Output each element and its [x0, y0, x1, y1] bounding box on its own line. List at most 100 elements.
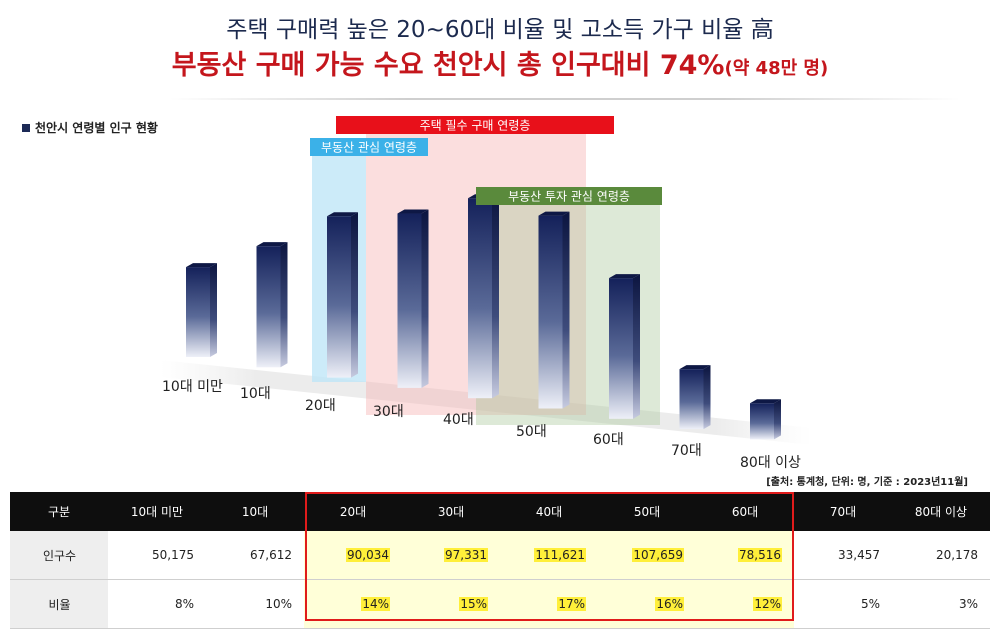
- population-bar-chart: 10대 미만 10대 20대 30대 40대 50대 60대 70대 80대 이상 주택 필수 …: [160, 116, 812, 470]
- highlighted-value: 14%: [361, 597, 390, 611]
- bar-30대: [397, 209, 429, 388]
- table-header-cell: 40대: [500, 492, 598, 531]
- highlighted-value: 111,621: [534, 548, 586, 562]
- table-cell: 20,178: [892, 531, 990, 580]
- population-table: 구분 10대 미만 10대 20대 30대 40대 50대 60대 70대 80대 이상 인구수 5…: [10, 492, 990, 629]
- bar-top: [750, 399, 781, 404]
- highlighted-value: 15%: [459, 597, 488, 611]
- category-label: 70대: [671, 443, 702, 459]
- bar-10대: [256, 242, 288, 368]
- table-header-cell: 80대 이상: [892, 492, 990, 531]
- source-note: [출처: 통계청, 단위: 명, 기준 : 2023년11월]: [766, 477, 968, 488]
- bar-side: [492, 194, 499, 399]
- annotation-label-2: 부동산 관심 연령층: [310, 138, 428, 156]
- table-header-cell: 30대: [402, 492, 500, 531]
- bar-front: [750, 403, 774, 440]
- highlighted-value: 16%: [655, 597, 684, 611]
- annotation-label-3: 부동산 투자 관심 연령층: [476, 187, 662, 205]
- table-header-cell: 60대: [696, 492, 794, 531]
- table-cell: 33,457: [794, 531, 892, 580]
- bar-side: [351, 212, 358, 378]
- bar-top: [609, 274, 640, 279]
- table-cell: 3%: [892, 579, 990, 629]
- table-cell: 5%: [794, 579, 892, 629]
- category-label: 30대: [373, 404, 404, 420]
- annotation-label-text: 부동산 투자 관심 연령층: [508, 190, 630, 204]
- bar-10대 미만: [186, 263, 217, 357]
- bar-side: [562, 211, 570, 409]
- bar-20대: [327, 212, 358, 378]
- bar-top: [538, 211, 570, 216]
- bar-side: [703, 365, 711, 430]
- headline-line1: 주택 구매력 높은 20~60대 비율 및 고소득 가구 비율 高: [226, 17, 774, 43]
- category-label: 10대 미만: [162, 379, 223, 395]
- chart-title: 천안시 연령별 인구 현황: [22, 119, 158, 136]
- bar-front: [186, 267, 210, 357]
- annotation-label-1: 주택 필수 구매 연령층: [336, 116, 614, 134]
- bar-side: [421, 209, 429, 388]
- table-cell: 16%: [598, 579, 696, 629]
- bar-top: [186, 263, 217, 268]
- bar-front: [609, 278, 633, 419]
- bar-40대: [468, 194, 499, 399]
- bar-top: [327, 212, 358, 217]
- table-header-cell: 70대: [794, 492, 892, 531]
- table-cell: 90,034: [304, 531, 402, 580]
- highlighted-value: 17%: [557, 597, 586, 611]
- table-header-row: 구분 10대 미만 10대 20대 30대 40대 50대 60대 70대 80대 이상: [10, 492, 990, 531]
- annotation-label-text: 주택 필수 구매 연령층: [420, 119, 531, 133]
- table-cell: 10%: [206, 579, 304, 629]
- category-label: 10대: [240, 386, 271, 402]
- bar-front: [397, 213, 422, 388]
- table-header-cell: 10대: [206, 492, 304, 531]
- table-header-cell: 50대: [598, 492, 696, 531]
- category-label: 80대 이상: [740, 455, 801, 470]
- bar-top: [256, 242, 288, 247]
- table-cell: 97,331: [402, 531, 500, 580]
- table-header-cell: 10대 미만: [108, 492, 206, 531]
- category-label: 50대: [516, 424, 547, 440]
- annotation-label-bg: [310, 138, 428, 156]
- table-row: 비율 8% 10% 14% 15% 17% 16% 12% 5% 3%: [10, 579, 990, 629]
- table-cell: 8%: [108, 579, 206, 629]
- annotation-label-bg: [476, 187, 662, 205]
- table-cell: 67,612: [206, 531, 304, 580]
- table-cell: 12%: [696, 579, 794, 629]
- table-row-label: 인구수: [10, 531, 108, 580]
- table-row: 인구수 50,175 67,612 90,034 97,331 111,621 107,65…: [10, 531, 990, 580]
- category-label: 20대: [305, 398, 336, 414]
- headline-line2: 부동산 구매 가능 수요 천안시 총 인구대비 74%(약 48만 명): [0, 43, 1000, 82]
- table-cell: 107,659: [598, 531, 696, 580]
- bar-70대: [679, 365, 711, 430]
- table-cell: 15%: [402, 579, 500, 629]
- category-label: 60대: [593, 432, 624, 448]
- chart-title-text: 천안시 연령별 인구 현황: [35, 121, 158, 135]
- highlighted-value: 12%: [753, 597, 782, 611]
- highlighted-value: 97,331: [444, 548, 488, 562]
- category-label: 40대: [443, 412, 474, 428]
- highlighted-value: 107,659: [632, 548, 684, 562]
- headline-divider: [170, 98, 960, 100]
- bar-80대 이상: [750, 399, 781, 440]
- bar-front: [538, 215, 563, 409]
- bar-top: [397, 209, 429, 214]
- table-row-label: 비율: [10, 579, 108, 629]
- bar-side: [280, 242, 288, 368]
- bar-side: [633, 274, 640, 419]
- bar-front: [468, 198, 492, 399]
- headline-sub: (약 48만 명): [724, 58, 829, 79]
- bar-top: [679, 365, 711, 370]
- highlighted-value: 78,516: [738, 548, 782, 562]
- annotation-label-text: 부동산 관심 연령층: [321, 141, 417, 155]
- highlighted-value: 90,034: [346, 548, 390, 562]
- bar-50대: [538, 211, 570, 409]
- table-cell: 78,516: [696, 531, 794, 580]
- bar-front: [679, 369, 704, 430]
- table-cell: 14%: [304, 579, 402, 629]
- table-header-category: 구분: [10, 492, 108, 531]
- table-header-cell: 20대: [304, 492, 402, 531]
- table-cell: 17%: [500, 579, 598, 629]
- table-cell: 111,621: [500, 531, 598, 580]
- bar-front: [256, 246, 281, 368]
- bar-side: [210, 263, 217, 357]
